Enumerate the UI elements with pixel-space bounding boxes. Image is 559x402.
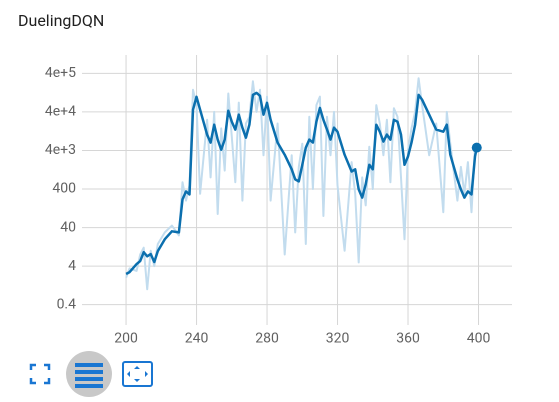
x-tick-label: 360 [396, 331, 420, 347]
series-line [125, 77, 478, 291]
x-tick-label: 200 [114, 331, 138, 347]
fullscreen-button[interactable] [29, 363, 51, 385]
fit-domain-button[interactable] [122, 361, 153, 387]
y-tick-label: 4 [68, 258, 76, 274]
lines-button[interactable] [75, 363, 103, 388]
series-line [125, 91, 479, 276]
y-tick-label: 40 [60, 219, 76, 235]
toolbar [29, 351, 153, 397]
end-point [471, 142, 482, 153]
x-tick-label: 280 [255, 331, 279, 347]
x-tick-label: 400 [467, 331, 491, 347]
chart-title: DuelingDQN [18, 11, 104, 30]
y-tick-label: 400 [52, 181, 76, 197]
y-tick-label: 4e+4 [45, 104, 76, 120]
x-tick-label: 240 [185, 331, 209, 347]
x-tick-label: 320 [326, 331, 350, 347]
y-tick-label: 0.4 [57, 296, 77, 312]
y-tick-label: 4e+5 [45, 65, 76, 81]
y-tick-label: 4e+3 [45, 142, 76, 158]
